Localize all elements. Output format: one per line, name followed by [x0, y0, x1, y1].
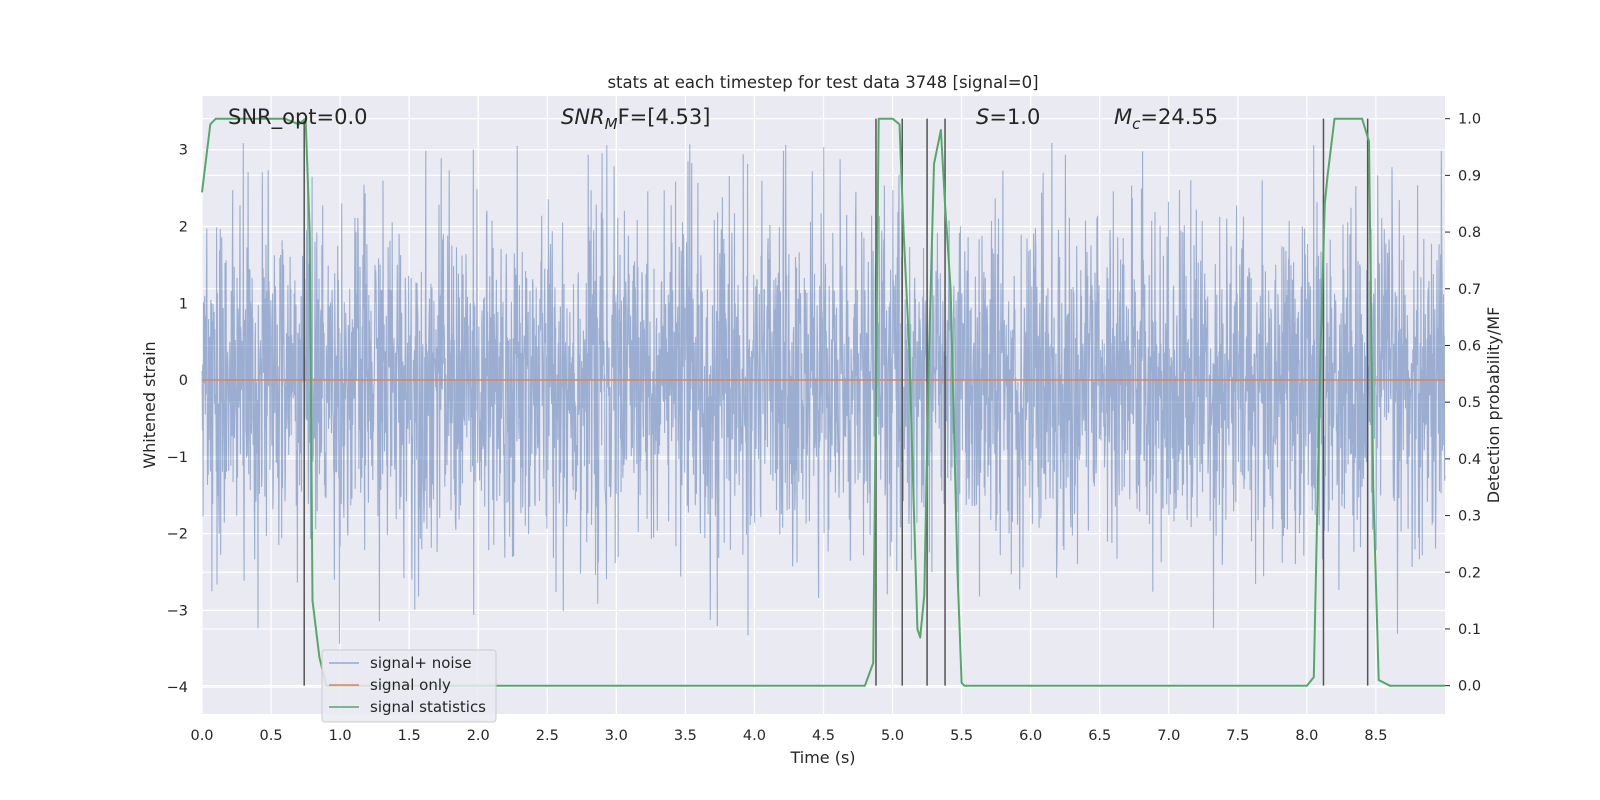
y2-tick-label: 0.3 — [1458, 509, 1481, 525]
annotation-s: S=1.0 — [976, 105, 1040, 129]
annotation-mc-sub: c — [1132, 115, 1141, 133]
annotation-mc-rest: =24.55 — [1140, 105, 1218, 129]
annotation-s-main: S — [976, 105, 989, 129]
legend-label-signal-plus-noise: signal+ noise — [370, 654, 472, 672]
x-tick-label: 6.0 — [1019, 728, 1042, 744]
x-tick-label: 0.0 — [190, 728, 213, 744]
x-axis-label: Time (s) — [789, 748, 855, 767]
annotation-mc-main: M — [1114, 105, 1132, 129]
x-tick-label: 5.5 — [950, 728, 973, 744]
y-tick-label: −4 — [167, 680, 188, 696]
x-tick-label: 3.5 — [674, 728, 697, 744]
x-tick-label: 8.0 — [1295, 728, 1318, 744]
annotation-s-rest: =1.0 — [989, 105, 1040, 129]
x-tick-label: 3.0 — [605, 728, 628, 744]
x-tick-label: 6.5 — [1088, 728, 1111, 744]
signal-statistics-line — [201, 117, 1445, 687]
legend-box — [321, 649, 497, 723]
y-tick-label: −3 — [167, 603, 188, 619]
series-signal-plus-noise — [201, 142, 1446, 644]
y-tick-label: −1 — [167, 450, 188, 466]
x-tick-label: 4.5 — [812, 728, 835, 744]
y2-tick-label: 0.8 — [1458, 225, 1481, 241]
y2-tick-label: 1.0 — [1458, 112, 1481, 128]
annotation-mc: Mc=24.55 — [1114, 105, 1218, 133]
y-axis-ticks: 3 2 1 0 −1 −2 −3 −4 — [167, 143, 188, 696]
y2-tick-label: 0.9 — [1458, 168, 1481, 184]
y-tick-label: 2 — [179, 220, 188, 236]
y2-tick-label: 0.0 — [1458, 679, 1481, 695]
annotation-snr-opt: SNR_opt=0.0 — [228, 105, 368, 130]
series-signal-statistics — [201, 117, 1445, 687]
legend: signal+ noise signal only signal statist… — [321, 649, 497, 723]
x-tick-label: 2.5 — [536, 728, 559, 744]
y-axis-label: Whitened strain — [140, 341, 159, 468]
chart-title: stats at each timestep for test data 374… — [607, 73, 1038, 92]
y2-tick-label: 0.4 — [1458, 452, 1481, 468]
x-tick-label: 7.0 — [1157, 728, 1180, 744]
y2-tick-label: 0.7 — [1458, 282, 1481, 298]
x-tick-label: 5.0 — [881, 728, 904, 744]
y-tick-label: 1 — [179, 296, 188, 312]
x-tick-label: 0.5 — [260, 728, 283, 744]
x-tick-label: 2.0 — [467, 728, 490, 744]
x-tick-label: 4.0 — [743, 728, 766, 744]
y-tick-label: 0 — [179, 373, 188, 389]
y2-axis-ticks: 1.0 0.9 0.8 0.7 0.6 0.5 0.4 0.3 0.2 0.1 0.0 — [1445, 112, 1481, 695]
y2-axis-label: Detection probability/MF — [1484, 307, 1503, 504]
annotation-snr-mf-main: SNR — [561, 105, 605, 129]
annotation-snr-mf-sub: M — [605, 115, 618, 133]
x-tick-label: 8.5 — [1364, 728, 1387, 744]
x-tick-label: 7.5 — [1226, 728, 1249, 744]
legend-label-signal-statistics: signal statistics — [370, 698, 486, 716]
legend-label-signal-only: signal only — [370, 676, 451, 694]
x-tick-label: 1.0 — [329, 728, 352, 744]
detection-markers — [303, 118, 1369, 686]
x-axis-ticks: 0.0 0.5 1.0 1.5 2.0 2.5 3.0 3.5 4.0 4.5 5.0 5.5 6.0 6… — [190, 728, 1387, 744]
y2-tick-label: 0.6 — [1458, 338, 1481, 354]
annotation-snr-mf-rest: F=[4.53] — [618, 105, 711, 129]
x-tick-label: 1.5 — [398, 728, 421, 744]
y2-tick-label: 0.1 — [1458, 622, 1481, 638]
y-tick-label: 3 — [179, 143, 188, 159]
noise-trace — [201, 142, 1446, 644]
y-tick-label: −2 — [167, 527, 188, 543]
y2-tick-label: 0.5 — [1458, 395, 1481, 411]
annotation-snr-mf: SNRMF=[4.53] — [561, 105, 710, 133]
y2-tick-label: 0.2 — [1458, 565, 1481, 581]
